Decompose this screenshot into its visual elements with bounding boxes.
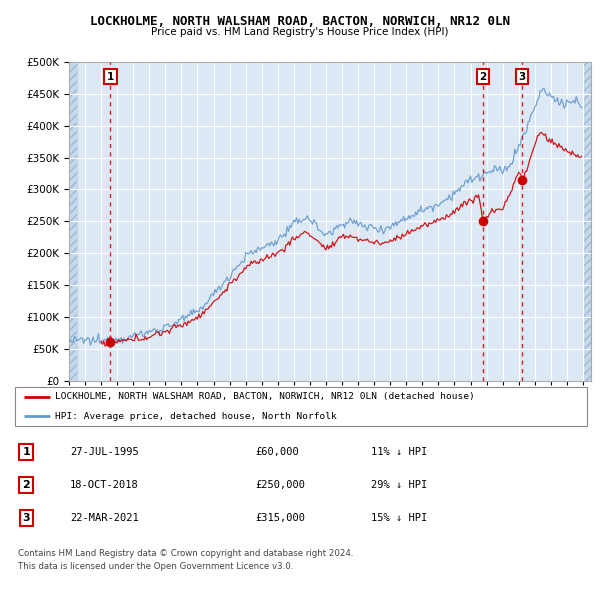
Text: 15% ↓ HPI: 15% ↓ HPI bbox=[371, 513, 427, 523]
Text: HPI: Average price, detached house, North Norfolk: HPI: Average price, detached house, Nort… bbox=[55, 412, 337, 421]
Text: 1: 1 bbox=[23, 447, 31, 457]
Text: 1: 1 bbox=[107, 71, 114, 81]
Text: 27-JUL-1995: 27-JUL-1995 bbox=[70, 447, 139, 457]
Text: Contains HM Land Registry data © Crown copyright and database right 2024.: Contains HM Land Registry data © Crown c… bbox=[18, 549, 353, 558]
Text: LOCKHOLME, NORTH WALSHAM ROAD, BACTON, NORWICH, NR12 0LN: LOCKHOLME, NORTH WALSHAM ROAD, BACTON, N… bbox=[90, 15, 510, 28]
Text: 29% ↓ HPI: 29% ↓ HPI bbox=[371, 480, 427, 490]
Text: 11% ↓ HPI: 11% ↓ HPI bbox=[371, 447, 427, 457]
Text: 2: 2 bbox=[23, 480, 31, 490]
Text: 3: 3 bbox=[23, 513, 30, 523]
Text: Price paid vs. HM Land Registry's House Price Index (HPI): Price paid vs. HM Land Registry's House … bbox=[151, 27, 449, 37]
Text: This data is licensed under the Open Government Licence v3.0.: This data is licensed under the Open Gov… bbox=[18, 562, 293, 571]
Text: £315,000: £315,000 bbox=[255, 513, 305, 523]
Text: 3: 3 bbox=[518, 71, 526, 81]
Text: 22-MAR-2021: 22-MAR-2021 bbox=[70, 513, 139, 523]
Text: £250,000: £250,000 bbox=[255, 480, 305, 490]
Text: 18-OCT-2018: 18-OCT-2018 bbox=[70, 480, 139, 490]
Text: 2: 2 bbox=[479, 71, 487, 81]
Text: LOCKHOLME, NORTH WALSHAM ROAD, BACTON, NORWICH, NR12 0LN (detached house): LOCKHOLME, NORTH WALSHAM ROAD, BACTON, N… bbox=[55, 392, 475, 401]
FancyBboxPatch shape bbox=[15, 388, 587, 425]
Text: £60,000: £60,000 bbox=[255, 447, 299, 457]
